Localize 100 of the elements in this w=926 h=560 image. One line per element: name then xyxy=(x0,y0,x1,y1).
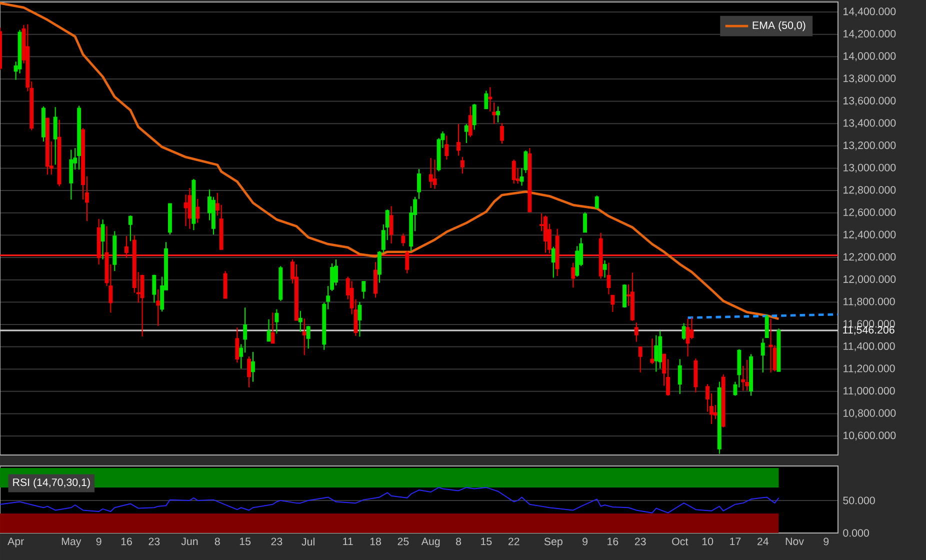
x-tick-label: May xyxy=(62,538,82,548)
x-tick-label: Aug xyxy=(421,538,440,548)
legend-label: EMA (50,0) xyxy=(752,21,806,32)
candlestick xyxy=(53,106,58,166)
y-tick-label: 50.000 xyxy=(843,496,875,504)
x-tick-label: 9 xyxy=(582,538,588,546)
y-tick-label: 13,600.000 xyxy=(844,96,896,106)
x-tick-label: 8 xyxy=(456,538,462,546)
x-tick-label: 9 xyxy=(824,538,829,546)
candlestick xyxy=(464,124,468,144)
candlestick xyxy=(374,262,378,298)
candlestick xyxy=(484,90,488,110)
y-tick-label: 12,000.000 xyxy=(844,275,896,284)
candlestick xyxy=(302,318,306,356)
candlestick xyxy=(496,106,500,123)
candlestick xyxy=(417,168,421,200)
x-tick-label: 25 xyxy=(398,538,409,546)
candlestick xyxy=(428,157,433,189)
x-tick-label: 17 xyxy=(730,538,741,546)
candlestick xyxy=(634,322,638,342)
candlestick xyxy=(571,262,576,288)
x-tick-label: 16 xyxy=(121,538,132,546)
x-tick-label: 8 xyxy=(214,538,220,546)
candlestick xyxy=(678,358,682,395)
candlestick xyxy=(650,338,654,365)
candlestick xyxy=(654,334,658,372)
x-tick-label: 15 xyxy=(240,538,251,546)
candlestick xyxy=(124,236,128,258)
y-tick-label: 13,000.000 xyxy=(844,164,896,173)
candlestick xyxy=(768,318,773,373)
y-tick-label: 14,400.000 xyxy=(844,8,896,16)
candlestick xyxy=(686,318,690,357)
candlestick xyxy=(69,149,74,200)
candlestick xyxy=(583,212,587,233)
candlestick xyxy=(243,307,248,354)
candlestick xyxy=(492,102,496,125)
candlestick xyxy=(235,327,240,364)
x-tick-label: 10 xyxy=(702,538,714,546)
candlestick xyxy=(444,135,449,160)
candlestick xyxy=(247,356,252,388)
candlestick xyxy=(594,195,599,210)
candlestick xyxy=(500,122,504,144)
candlestick xyxy=(468,106,472,138)
candlestick xyxy=(764,314,769,338)
candlestick xyxy=(432,159,437,190)
candlestick xyxy=(184,194,188,227)
y-tick-label: 12,600.000 xyxy=(844,208,896,218)
x-tick-label: 18 xyxy=(370,538,381,546)
x-tick-label: 24 xyxy=(758,538,769,546)
y-tick-label: 13,400.000 xyxy=(844,119,896,128)
y-tick-label: 12,200.000 xyxy=(844,253,896,262)
x-tick-label: 15 xyxy=(481,538,492,546)
candlestick xyxy=(456,124,461,156)
candlestick xyxy=(362,280,366,300)
x-tick-label: Nov xyxy=(786,538,804,546)
y-tick-label: 13,200.000 xyxy=(844,142,896,150)
x-tick-label: 16 xyxy=(608,538,618,546)
candlestick xyxy=(512,159,516,184)
x-tick-label: 9 xyxy=(96,538,102,546)
y-tick-label: 11,200.000 xyxy=(844,364,895,374)
candlestick xyxy=(405,250,410,274)
candlestick xyxy=(682,322,686,340)
candlestick xyxy=(266,318,271,342)
candlestick xyxy=(358,301,362,338)
candlestick xyxy=(270,312,275,344)
y-tick-label: 10,800.000 xyxy=(844,409,896,418)
candlestick xyxy=(274,308,279,334)
candlestick xyxy=(389,206,394,244)
y-tick-label: 14,200.000 xyxy=(844,30,896,39)
candlestick xyxy=(156,288,160,326)
y-tick-label: 11,000.000 xyxy=(844,386,895,396)
candlestick xyxy=(196,198,200,224)
x-tick-label: 22 xyxy=(508,538,520,546)
candlestick xyxy=(602,260,607,278)
candlestick xyxy=(760,338,765,373)
candlestick xyxy=(140,274,144,338)
candlestick xyxy=(472,103,476,130)
x-tick-label: 11 xyxy=(343,538,353,546)
text: RSI (14,70,30,1) xyxy=(13,478,90,488)
candlestick xyxy=(100,219,105,260)
candlestick xyxy=(690,317,694,340)
candlestick xyxy=(745,359,750,392)
y-tick-label: 13,800.000 xyxy=(844,74,896,84)
candlestick xyxy=(638,346,642,373)
x-tick-label: 23 xyxy=(148,538,160,546)
x-tick-label: Oct xyxy=(672,538,688,546)
x-tick-label: Jun xyxy=(181,538,198,546)
candlestick xyxy=(128,215,132,242)
x-tick-label: 23 xyxy=(634,538,646,546)
y-tick-label: 14,000.000 xyxy=(844,52,896,62)
candlestick xyxy=(251,351,255,382)
candlestick xyxy=(610,294,615,312)
y-tick-label: 11,800.000 xyxy=(844,298,895,307)
candlestick xyxy=(298,310,302,332)
line-series xyxy=(0,486,780,514)
y-tick-label: 11,400.000 xyxy=(844,342,895,352)
candlestick xyxy=(215,192,220,216)
y-tick-label: 12,800.000 xyxy=(844,186,896,195)
x-tick-label: Sep xyxy=(544,538,562,548)
candlestick xyxy=(551,246,556,278)
